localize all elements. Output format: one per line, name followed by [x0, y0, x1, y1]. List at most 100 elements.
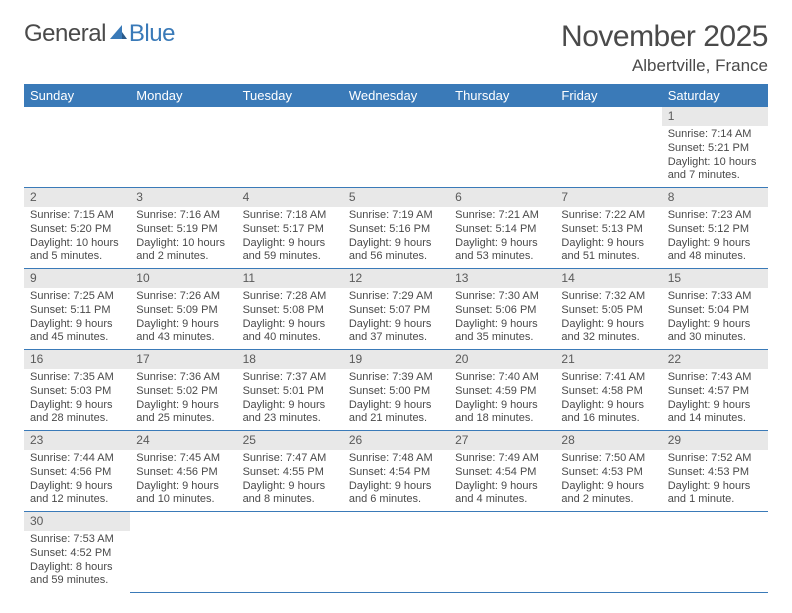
sunrise-text: Sunrise: 7:28 AM — [243, 290, 337, 304]
sunrise-text: Sunrise: 7:36 AM — [136, 371, 230, 385]
sunset-text: Sunset: 5:17 PM — [243, 223, 337, 237]
sunset-text: Sunset: 5:12 PM — [668, 223, 762, 237]
sunrise-text: Sunrise: 7:19 AM — [349, 209, 443, 223]
logo: GeneralBlue — [24, 20, 175, 48]
calendar-day-cell: 8Sunrise: 7:23 AMSunset: 5:12 PMDaylight… — [662, 188, 768, 269]
sunset-text: Sunset: 5:06 PM — [455, 304, 549, 318]
day-number-empty — [24, 107, 130, 126]
calendar-day-cell: 29Sunrise: 7:52 AMSunset: 4:53 PMDayligh… — [662, 431, 768, 512]
sunset-text: Sunset: 5:07 PM — [349, 304, 443, 318]
calendar-day-cell: 24Sunrise: 7:45 AMSunset: 4:56 PMDayligh… — [130, 431, 236, 512]
daylight-text: Daylight: 9 hours and 14 minutes. — [668, 399, 762, 427]
sunset-text: Sunset: 5:08 PM — [243, 304, 337, 318]
day-data: Sunrise: 7:26 AMSunset: 5:09 PMDaylight:… — [130, 288, 236, 349]
sunset-text: Sunset: 5:01 PM — [243, 385, 337, 399]
logo-text-l: l — [101, 20, 106, 48]
month-title: November 2025 — [561, 20, 768, 54]
sunrise-text: Sunrise: 7:50 AM — [561, 452, 655, 466]
calendar-day-cell: 23Sunrise: 7:44 AMSunset: 4:56 PMDayligh… — [24, 431, 130, 512]
sunrise-text: Sunrise: 7:32 AM — [561, 290, 655, 304]
day-number-empty — [449, 512, 555, 531]
day-number: 25 — [237, 431, 343, 450]
daylight-text: Daylight: 9 hours and 43 minutes. — [136, 318, 230, 346]
weekday-header: Sunday — [24, 84, 130, 107]
day-number-empty — [555, 107, 661, 126]
day-data: Sunrise: 7:40 AMSunset: 4:59 PMDaylight:… — [449, 369, 555, 430]
sunrise-text: Sunrise: 7:26 AM — [136, 290, 230, 304]
daylight-text: Daylight: 9 hours and 6 minutes. — [349, 480, 443, 508]
daylight-text: Daylight: 9 hours and 16 minutes. — [561, 399, 655, 427]
day-number-empty — [343, 512, 449, 531]
sunset-text: Sunset: 5:13 PM — [561, 223, 655, 237]
daylight-text: Daylight: 10 hours and 5 minutes. — [30, 237, 124, 265]
daylight-text: Daylight: 9 hours and 18 minutes. — [455, 399, 549, 427]
title-block: November 2025 Albertville, France — [561, 20, 768, 76]
sunset-text: Sunset: 4:52 PM — [30, 547, 124, 561]
day-number: 10 — [130, 269, 236, 288]
day-data: Sunrise: 7:35 AMSunset: 5:03 PMDaylight:… — [24, 369, 130, 430]
day-number: 2 — [24, 188, 130, 207]
sunset-text: Sunset: 4:58 PM — [561, 385, 655, 399]
calendar-day-cell: 10Sunrise: 7:26 AMSunset: 5:09 PMDayligh… — [130, 269, 236, 350]
sunrise-text: Sunrise: 7:43 AM — [668, 371, 762, 385]
calendar-day-cell: 9Sunrise: 7:25 AMSunset: 5:11 PMDaylight… — [24, 269, 130, 350]
daylight-text: Daylight: 9 hours and 28 minutes. — [30, 399, 124, 427]
day-number: 27 — [449, 431, 555, 450]
sunrise-text: Sunrise: 7:16 AM — [136, 209, 230, 223]
day-data: Sunrise: 7:14 AMSunset: 5:21 PMDaylight:… — [662, 126, 768, 187]
sunset-text: Sunset: 5:14 PM — [455, 223, 549, 237]
sunrise-text: Sunrise: 7:39 AM — [349, 371, 443, 385]
calendar-day-cell: 18Sunrise: 7:37 AMSunset: 5:01 PMDayligh… — [237, 350, 343, 431]
calendar-day-cell — [343, 512, 449, 593]
day-data: Sunrise: 7:29 AMSunset: 5:07 PMDaylight:… — [343, 288, 449, 349]
day-number-empty — [130, 107, 236, 126]
day-data: Sunrise: 7:50 AMSunset: 4:53 PMDaylight:… — [555, 450, 661, 511]
day-data: Sunrise: 7:23 AMSunset: 5:12 PMDaylight:… — [662, 207, 768, 268]
sunset-text: Sunset: 4:56 PM — [136, 466, 230, 480]
sunrise-text: Sunrise: 7:44 AM — [30, 452, 124, 466]
calendar-day-cell — [449, 107, 555, 188]
calendar-day-cell: 11Sunrise: 7:28 AMSunset: 5:08 PMDayligh… — [237, 269, 343, 350]
weekday-header: Friday — [555, 84, 661, 107]
calendar-day-cell — [130, 512, 236, 593]
daylight-text: Daylight: 9 hours and 8 minutes. — [243, 480, 337, 508]
sunset-text: Sunset: 5:20 PM — [30, 223, 124, 237]
day-number: 16 — [24, 350, 130, 369]
day-number-empty — [449, 107, 555, 126]
sunrise-text: Sunrise: 7:21 AM — [455, 209, 549, 223]
calendar-day-cell: 27Sunrise: 7:49 AMSunset: 4:54 PMDayligh… — [449, 431, 555, 512]
daylight-text: Daylight: 9 hours and 30 minutes. — [668, 318, 762, 346]
daylight-text: Daylight: 9 hours and 10 minutes. — [136, 480, 230, 508]
calendar-day-cell — [24, 107, 130, 188]
day-number: 6 — [449, 188, 555, 207]
day-data: Sunrise: 7:45 AMSunset: 4:56 PMDaylight:… — [130, 450, 236, 511]
daylight-text: Daylight: 9 hours and 56 minutes. — [349, 237, 443, 265]
daylight-text: Daylight: 9 hours and 48 minutes. — [668, 237, 762, 265]
sunset-text: Sunset: 5:16 PM — [349, 223, 443, 237]
sunrise-text: Sunrise: 7:35 AM — [30, 371, 124, 385]
sunset-text: Sunset: 4:53 PM — [561, 466, 655, 480]
day-number: 8 — [662, 188, 768, 207]
sunrise-text: Sunrise: 7:18 AM — [243, 209, 337, 223]
calendar-day-cell — [555, 107, 661, 188]
day-number: 9 — [24, 269, 130, 288]
day-number: 29 — [662, 431, 768, 450]
day-data: Sunrise: 7:21 AMSunset: 5:14 PMDaylight:… — [449, 207, 555, 268]
sunset-text: Sunset: 5:21 PM — [668, 142, 762, 156]
day-data: Sunrise: 7:52 AMSunset: 4:53 PMDaylight:… — [662, 450, 768, 511]
day-number: 30 — [24, 512, 130, 531]
calendar-day-cell: 15Sunrise: 7:33 AMSunset: 5:04 PMDayligh… — [662, 269, 768, 350]
day-data: Sunrise: 7:43 AMSunset: 4:57 PMDaylight:… — [662, 369, 768, 430]
sunrise-text: Sunrise: 7:49 AM — [455, 452, 549, 466]
daylight-text: Daylight: 9 hours and 25 minutes. — [136, 399, 230, 427]
day-number-empty — [130, 512, 236, 531]
sunset-text: Sunset: 5:04 PM — [668, 304, 762, 318]
day-number: 4 — [237, 188, 343, 207]
day-number: 14 — [555, 269, 661, 288]
day-data: Sunrise: 7:32 AMSunset: 5:05 PMDaylight:… — [555, 288, 661, 349]
daylight-text: Daylight: 9 hours and 53 minutes. — [455, 237, 549, 265]
daylight-text: Daylight: 9 hours and 51 minutes. — [561, 237, 655, 265]
calendar-day-cell: 20Sunrise: 7:40 AMSunset: 4:59 PMDayligh… — [449, 350, 555, 431]
day-data: Sunrise: 7:28 AMSunset: 5:08 PMDaylight:… — [237, 288, 343, 349]
calendar-day-cell — [237, 512, 343, 593]
